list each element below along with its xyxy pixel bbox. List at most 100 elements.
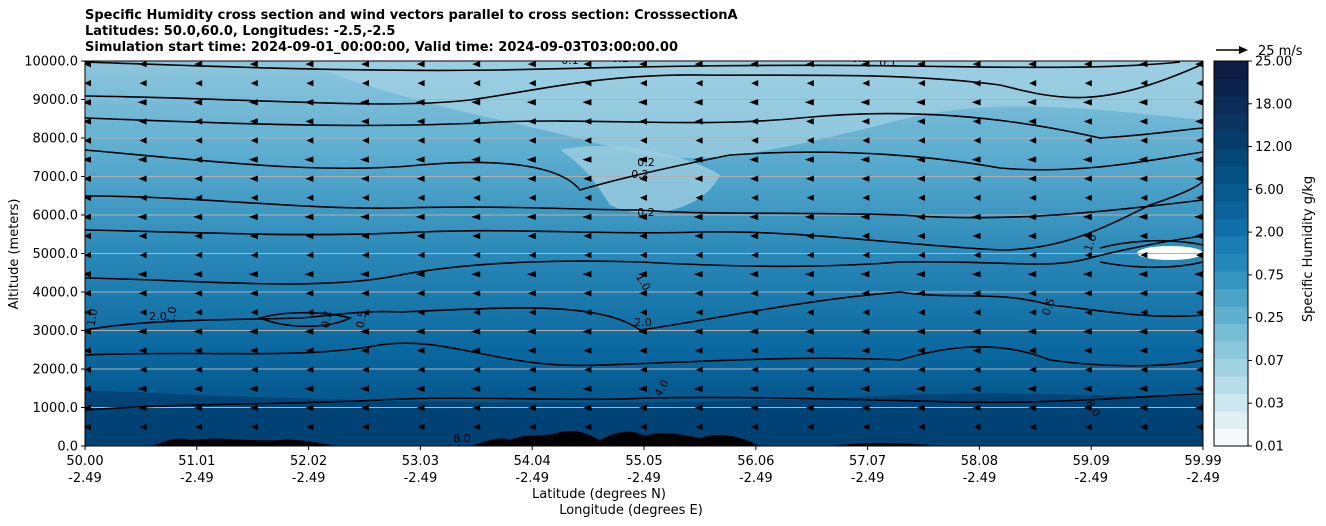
- wind-arrow: [361, 347, 369, 354]
- wind-arrow: [1195, 118, 1203, 125]
- wind-arrow: [582, 385, 592, 392]
- wind-arrow: [193, 213, 203, 221]
- contour-04: [85, 149, 1203, 191]
- wind-arrow: [1084, 137, 1092, 144]
- wind-arrow: [195, 251, 203, 259]
- wind-arrow: [472, 118, 481, 125]
- wind-arrow: [1139, 118, 1148, 125]
- wind-arrow: [248, 99, 258, 106]
- wind-arrow: [584, 194, 592, 201]
- wind-arrow: [694, 175, 703, 182]
- colorbar-band: [1214, 183, 1248, 202]
- wind-arrow: [862, 194, 870, 201]
- wind-arrow: [918, 137, 925, 144]
- wind-arrow: [306, 309, 314, 316]
- wind-arrow: [749, 213, 759, 221]
- wind-arrow: [860, 328, 870, 335]
- x-tick-label-lon: -2.49: [627, 471, 661, 486]
- wind-arrow: [918, 194, 925, 201]
- wind-arrow: [1196, 80, 1203, 87]
- wind-arrow: [1196, 194, 1203, 201]
- wind-arrow: [1196, 309, 1203, 316]
- wind-arrow: [193, 385, 203, 392]
- wind-arrow: [415, 213, 425, 221]
- wind-arrow: [249, 290, 258, 297]
- colorbar-band: [1214, 288, 1248, 307]
- wind-arrow: [972, 175, 981, 182]
- wind-arrow: [583, 118, 592, 125]
- x-tick-label-lat: 57.07: [849, 454, 886, 469]
- wind-arrow: [85, 385, 91, 392]
- wind-arrow: [526, 213, 536, 221]
- wind-arrow: [972, 232, 981, 240]
- y-tick-label: 10000.0: [24, 55, 78, 70]
- wind-arrow: [750, 61, 759, 68]
- colorbar-tick-label: 0.25: [1255, 311, 1284, 326]
- y-tick-label: 2000.0: [33, 363, 79, 378]
- wind-arrow: [249, 347, 258, 354]
- wind-arrow: [527, 61, 536, 68]
- wind-arrow: [972, 118, 981, 125]
- wind-arrow: [638, 156, 647, 163]
- wind-arrow: [1140, 423, 1148, 431]
- wind-arrow: [639, 61, 647, 68]
- x-tick-label-lon: -2.49: [404, 471, 438, 486]
- wind-arrow: [471, 156, 481, 163]
- wind-arrow: [804, 328, 814, 335]
- wind-arrow: [528, 137, 536, 144]
- wind-arrow: [1139, 61, 1148, 68]
- wind-arrow: [526, 271, 536, 278]
- wind-arrow: [250, 366, 258, 373]
- colorbar-band: [1214, 253, 1248, 272]
- colorbar-band: [1214, 201, 1248, 219]
- wind-arrow: [1194, 328, 1203, 335]
- wind-arrow: [195, 194, 203, 201]
- wind-arrow: [861, 290, 870, 297]
- x-tick-label-lat: 59.09: [1073, 454, 1110, 469]
- wind-arrow: [1194, 385, 1203, 392]
- wind-arrow: [304, 213, 314, 221]
- x-tick-label-lon: -2.49: [1186, 471, 1220, 486]
- wind-arrow: [584, 80, 592, 87]
- wind-arrow: [1196, 423, 1203, 431]
- wind-arrow: [694, 118, 703, 125]
- wind-arrow: [861, 232, 870, 240]
- wind-arrow: [918, 423, 925, 431]
- wind-arrow: [751, 251, 759, 259]
- wind-arrow: [749, 385, 759, 392]
- y-tick-label: 0.0: [57, 440, 78, 455]
- wind-arrow: [193, 328, 203, 335]
- wind-arrow: [640, 137, 647, 144]
- x-tick-label-lon: -2.49: [739, 471, 773, 486]
- wind-arrow: [1083, 232, 1092, 240]
- wind-arrow: [695, 423, 703, 431]
- wind-arrow: [1029, 251, 1037, 259]
- wind-arrow: [193, 271, 203, 278]
- wind-arrow: [1029, 366, 1037, 373]
- wind-arrow: [416, 232, 425, 240]
- wind-arrow: [250, 194, 258, 201]
- colorbar-band: [1214, 323, 1248, 342]
- wind-arrow: [693, 271, 703, 278]
- contour-12: [1099, 239, 1203, 269]
- wind-arrow: [917, 175, 925, 182]
- wind-arrow: [306, 251, 314, 259]
- wind-arrow: [85, 213, 91, 221]
- y-tick-label: 6000.0: [33, 209, 79, 224]
- wind-arrow: [416, 118, 425, 125]
- wind-arrow: [1084, 194, 1092, 201]
- wind-arrow: [362, 194, 369, 201]
- wind-arrow: [972, 290, 981, 297]
- contour-11: [257, 311, 353, 328]
- x-tick-label-lat: 59.99: [1184, 454, 1221, 469]
- wind-arrow: [1194, 156, 1203, 163]
- wind-arrow: [139, 251, 147, 259]
- quiver-key-label: 25 m/s: [1258, 44, 1303, 59]
- x-tick-label-lat: 56.06: [737, 454, 774, 469]
- wind-arrow: [249, 118, 258, 125]
- wind-arrow: [85, 328, 91, 335]
- wind-arrow: [304, 328, 314, 335]
- wind-arrow: [362, 137, 369, 144]
- wind-arrow: [693, 99, 703, 106]
